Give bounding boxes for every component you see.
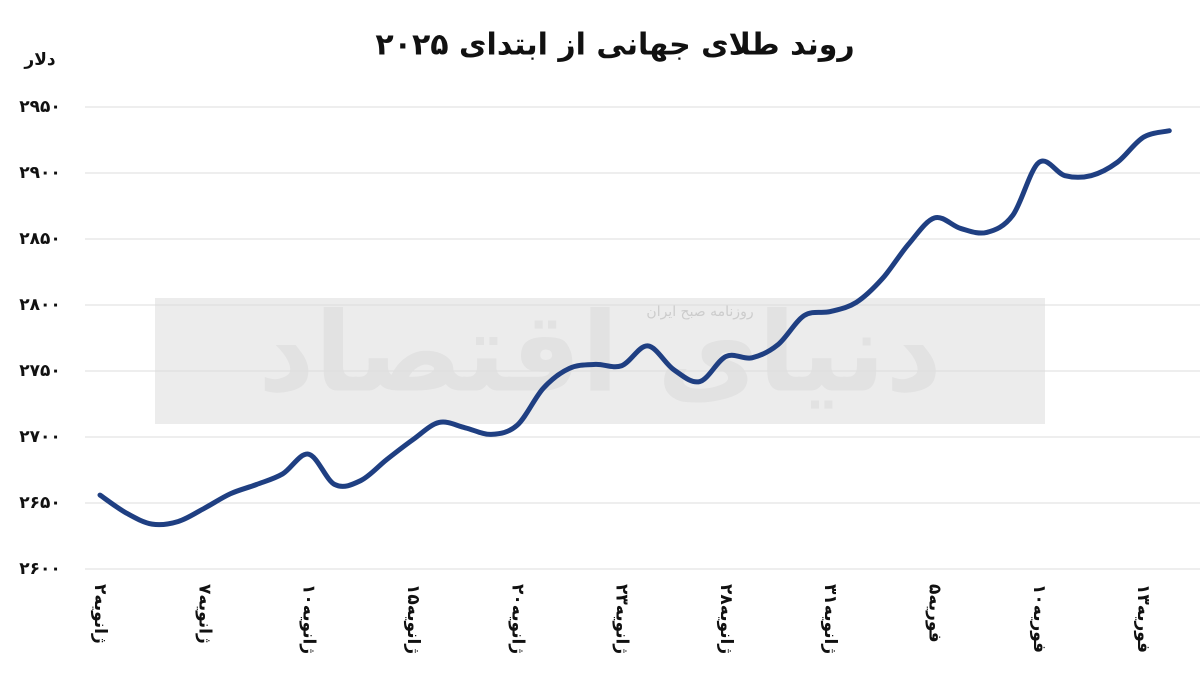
- watermark-band: [155, 298, 1045, 424]
- y-tick-label: ۲۷۰۰: [19, 427, 61, 447]
- x-tick-label: ۵فوریه: [925, 584, 945, 643]
- y-tick-label: ۲۸۵۰: [19, 229, 61, 249]
- line: [97, 128, 1172, 528]
- y-tick-label: ۲۶۵۰: [19, 493, 61, 513]
- x-tick-label: ۲۳ژانویه: [612, 584, 632, 654]
- x-tick-label: ۲۸ژانویه: [716, 584, 736, 654]
- y-axis-label: دلار: [23, 50, 55, 70]
- x-tick-label: ۱۳فوریه: [1133, 584, 1153, 653]
- y-tick-label: ۲۷۵۰: [19, 361, 61, 381]
- y-tick-label: ۲۹۵۰: [19, 97, 61, 117]
- x-tick-label: ۱۵ژانویه: [403, 584, 423, 654]
- x-tick-label: ۲۰ژانویه: [507, 584, 527, 654]
- y-tick-label: ۲۹۰۰: [19, 163, 61, 183]
- y-tick-label: ۲۶۰۰: [19, 559, 61, 579]
- watermark-sub: روزنامه صبح ایران: [646, 304, 753, 320]
- x-tick-label: ۷ژانویه: [194, 584, 214, 644]
- x-tick-label: ۳۱ژانویه: [820, 584, 840, 654]
- x-tick-label: ۱۰فوریه: [1029, 584, 1049, 653]
- x-tick-label: ۱۰ژانویه: [299, 584, 319, 654]
- chart-title: روند طلای جهانی از ابتدای ۲۰۲۵: [375, 28, 854, 63]
- x-tick-label: ۲ژانویه: [90, 584, 110, 644]
- y-tick-label: ۲۸۰۰: [19, 295, 61, 315]
